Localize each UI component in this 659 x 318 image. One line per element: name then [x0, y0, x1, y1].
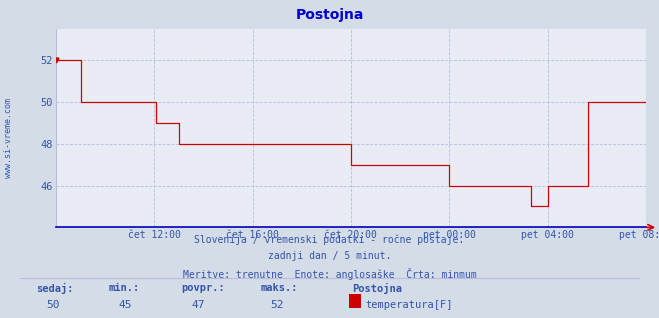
- Text: 47: 47: [191, 300, 204, 309]
- Text: maks.:: maks.:: [260, 283, 298, 293]
- Text: min.:: min.:: [109, 283, 140, 293]
- Text: Slovenija / vremenski podatki - ročne postaje.: Slovenija / vremenski podatki - ročne po…: [194, 235, 465, 245]
- Text: Meritve: trenutne  Enote: anglosaške  Črta: minmum: Meritve: trenutne Enote: anglosaške Črta…: [183, 268, 476, 280]
- Text: 52: 52: [270, 300, 283, 309]
- Text: zadnji dan / 5 minut.: zadnji dan / 5 minut.: [268, 251, 391, 261]
- Text: temperatura[F]: temperatura[F]: [366, 300, 453, 309]
- Text: Postojna: Postojna: [295, 8, 364, 22]
- Text: 45: 45: [119, 300, 132, 309]
- Text: Postojna: Postojna: [353, 283, 403, 294]
- Text: sedaj:: sedaj:: [36, 283, 74, 294]
- Text: povpr.:: povpr.:: [181, 283, 225, 293]
- Text: www.si-vreme.com: www.si-vreme.com: [4, 98, 13, 178]
- Text: 50: 50: [46, 300, 59, 309]
